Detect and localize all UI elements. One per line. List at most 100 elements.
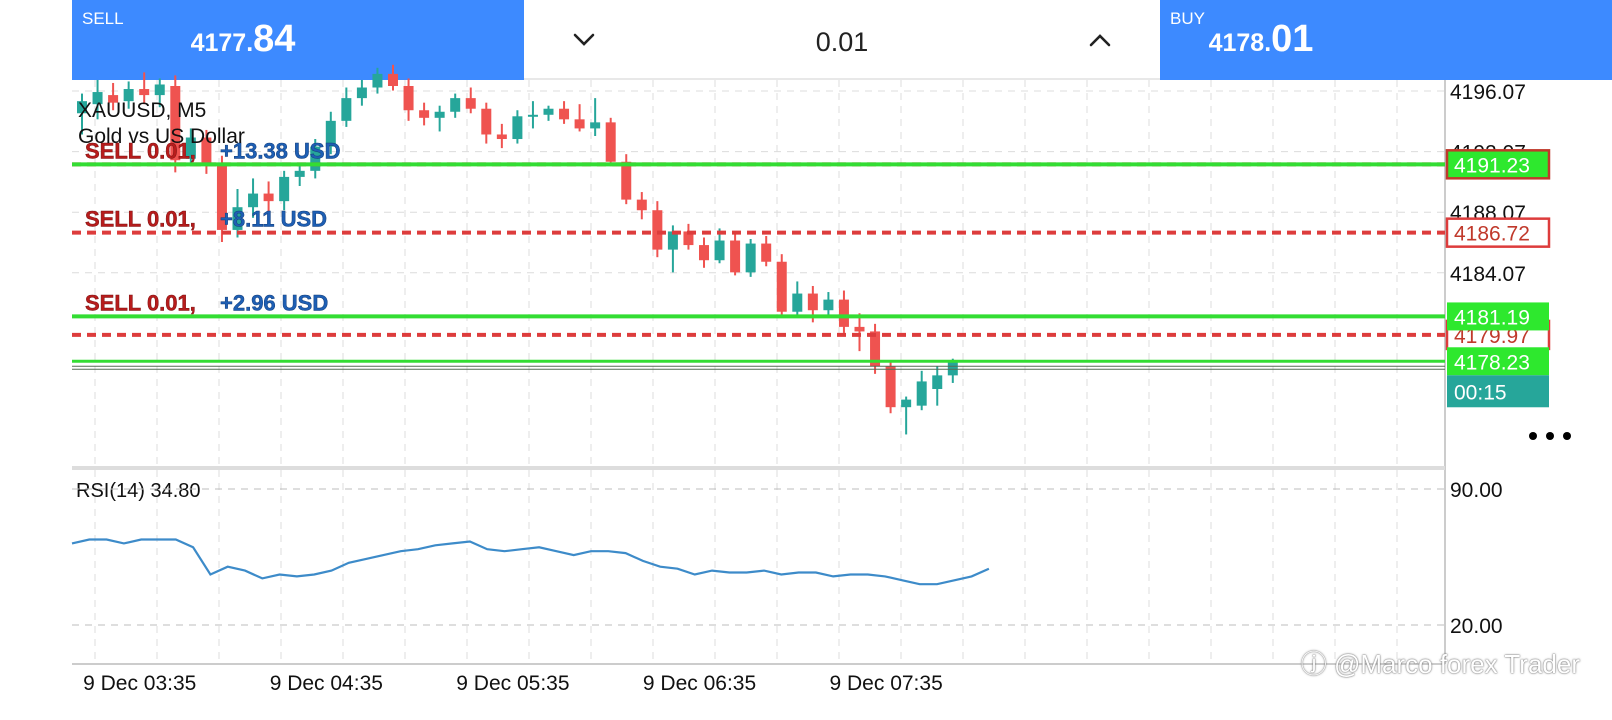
position-price-tag-box <box>1447 302 1549 331</box>
candle-timer-box <box>1447 375 1549 408</box>
candle-bear <box>807 293 818 311</box>
time-axis-label: 9 Dec 05:35 <box>456 672 569 695</box>
position-price-tag-box <box>1445 149 1551 180</box>
candle-bull <box>434 111 445 118</box>
position-profit-label: +8.11 USD <box>220 207 327 232</box>
volume-decrease-chevron-down-icon[interactable] <box>564 20 604 60</box>
rsi-level-label: 20.00 <box>1450 615 1503 638</box>
candle-bull <box>527 114 538 117</box>
candle-bear <box>605 122 616 162</box>
candle-bull <box>294 170 305 177</box>
candle-bull <box>590 122 601 129</box>
candle-bull <box>714 240 725 261</box>
candle-bear <box>885 366 896 408</box>
volume-selector: 0.01 <box>524 0 1160 80</box>
candle-bear <box>201 137 212 165</box>
volume-increase-chevron-up-icon[interactable] <box>1080 20 1120 60</box>
current-price-tag: 4178.23 <box>1454 351 1530 374</box>
current-price-tag-box <box>1447 347 1549 376</box>
candle-bull <box>792 293 803 312</box>
panel-separator <box>72 466 1445 470</box>
candle-bear <box>699 245 709 261</box>
candle-bear <box>388 73 398 87</box>
sell-price-pips: 84 <box>253 18 296 60</box>
candle-bull <box>932 375 943 390</box>
candle-bull <box>77 101 87 114</box>
candle-bull <box>232 207 243 230</box>
position-price-tag: 4191.23 <box>1454 154 1530 177</box>
time-axis-label: 9 Dec 03:35 <box>83 672 196 695</box>
candle-bull <box>667 231 678 250</box>
order-price-tag: 4186.72 <box>1454 223 1530 246</box>
time-axis-label: 9 Dec 04:35 <box>270 672 383 695</box>
candle-bear <box>216 164 227 230</box>
candle-bull <box>356 87 367 99</box>
rsi-level-label: 90.00 <box>1450 479 1503 502</box>
position-side-label: SELL 0.01, <box>85 207 196 232</box>
time-axis-label: 9 Dec 07:35 <box>830 672 943 695</box>
position-side-label: SELL 0.01, <box>85 138 196 163</box>
candle-bear <box>761 243 772 262</box>
candle-bull <box>947 361 958 376</box>
candle-bear <box>636 199 647 211</box>
candle-bear <box>108 95 119 103</box>
candle-bull <box>123 89 134 102</box>
candle-bull <box>823 299 834 311</box>
candle-bull <box>512 116 523 140</box>
position-side-label: SELL 0.01, <box>85 290 196 315</box>
candle-bear <box>403 86 414 111</box>
candle-bear <box>683 231 694 246</box>
trade-bar: SELL 4177.84 0.01 BUY 4178.01 <box>72 0 1612 80</box>
price-axis-label: 4196.07 <box>1450 81 1526 104</box>
candle-bear <box>652 210 663 250</box>
candle-bull <box>154 84 165 96</box>
candle-timer: 00:15 <box>1454 381 1507 404</box>
candle-bear <box>263 193 274 202</box>
buy-button[interactable]: BUY 4178.01 <box>1160 0 1612 80</box>
candle-bull <box>248 193 259 208</box>
position-profit-label: +2.96 USD <box>220 290 328 315</box>
sell-label: SELL <box>82 9 124 28</box>
candle-bear <box>838 299 849 327</box>
candle-bull <box>372 73 383 88</box>
candle-bear <box>465 98 476 109</box>
candle-bear <box>481 108 492 135</box>
candle-bull <box>341 98 352 121</box>
candle-bull <box>185 137 196 159</box>
candle-bear <box>870 331 881 367</box>
candle-bear <box>559 108 570 120</box>
candle-bear <box>776 261 787 312</box>
chart-description: Gold vs US Dollar <box>78 125 245 148</box>
position-profit-label: +13.38 USD <box>220 138 340 163</box>
watermark-text: ⓙ @Marco forex Trader <box>1300 649 1580 679</box>
candle-bear <box>730 240 741 273</box>
candle-bull <box>745 243 756 273</box>
chart-symbol: XAUUSD, M5 <box>78 99 206 122</box>
candle-bull <box>325 120 336 147</box>
position-price-tag: 4181.19 <box>1454 306 1530 329</box>
candle-bear <box>419 110 430 118</box>
buy-price: 4178.01 <box>1160 18 1612 61</box>
candle-bear <box>621 161 632 200</box>
candle-bull <box>279 176 290 202</box>
sell-button[interactable]: SELL 4177.84 <box>72 0 524 80</box>
sell-price-main: 4177. <box>190 29 254 57</box>
rsi-line <box>71 538 990 586</box>
candle-bull <box>916 381 927 406</box>
volume-value[interactable]: 0.01 <box>815 27 869 57</box>
candle-bear <box>170 86 181 161</box>
buy-price-pips: 01 <box>1271 18 1314 60</box>
candle-bear <box>496 134 507 140</box>
candle-bull <box>450 98 461 112</box>
sell-price: 4177.84 <box>72 18 524 61</box>
candle-bull <box>310 146 321 171</box>
candle-bear <box>139 89 150 96</box>
rsi-label: RSI(14) 34.80 <box>76 480 201 502</box>
buy-label: BUY <box>1170 9 1205 28</box>
order-price-tag-box <box>1445 217 1551 248</box>
candle-bear <box>854 326 865 332</box>
more-options-icon[interactable] <box>1527 425 1573 447</box>
time-axis-label: 9 Dec 06:35 <box>643 672 756 695</box>
order-price-tag: 4179.97 <box>1454 325 1530 348</box>
